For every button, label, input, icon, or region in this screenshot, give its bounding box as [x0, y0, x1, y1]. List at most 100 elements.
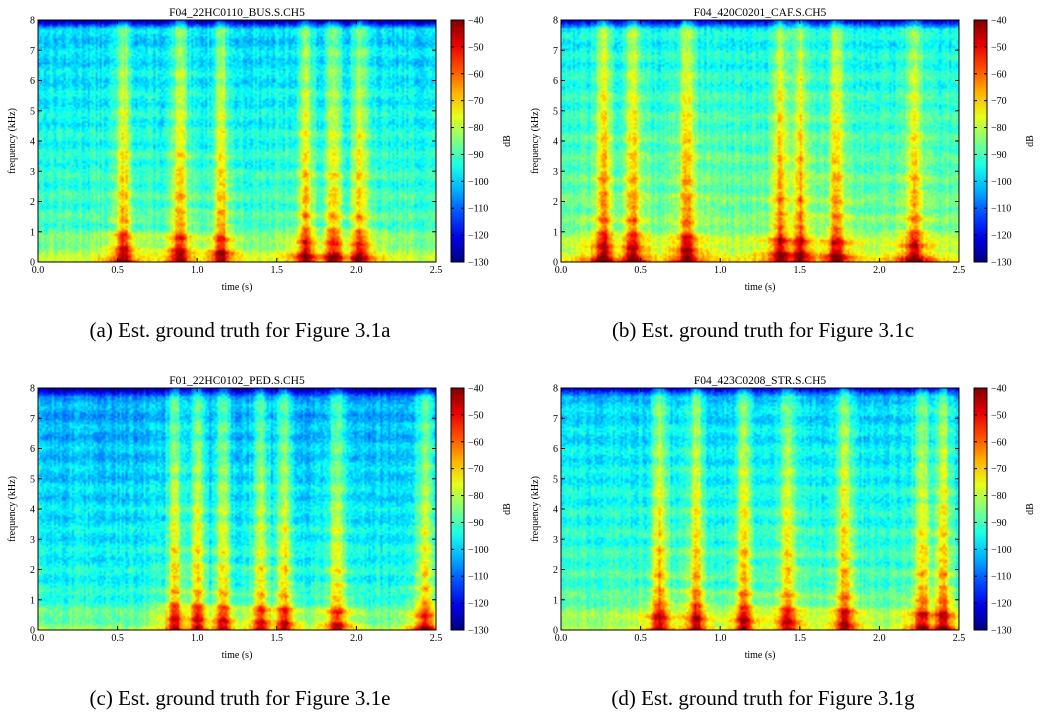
y-tick-label: 5: [553, 106, 558, 117]
y-tick-label: 3: [553, 535, 558, 546]
colorbar-tick-label: −70: [468, 464, 484, 475]
colorbar-tick-label: −90: [468, 150, 484, 161]
spectrogram-chart: F04_22HC0110_BUS.S.CH5 0.0 0.5 1.0 1.5 2.0 2.5…: [7, 7, 513, 293]
colorbar: [450, 19, 465, 263]
y-tick-label: 1: [30, 595, 35, 606]
colorbar-tick-label: −60: [468, 437, 484, 448]
colorbar-tick-label: −110: [991, 572, 1011, 583]
x-tick-label: 1.5: [271, 265, 284, 276]
y-tick-label: 8: [553, 384, 558, 395]
colorbar-tick-label: −60: [991, 69, 1007, 80]
y-tick-label: 7: [30, 46, 35, 57]
y-tick-label: 7: [553, 46, 558, 57]
y-tick-label: 7: [553, 414, 558, 425]
y-tick-label: 2: [553, 197, 558, 208]
colorbar-label: dB: [1025, 503, 1036, 515]
x-tick-label: 0.5: [111, 265, 124, 276]
colorbar-tick-label: −130: [468, 258, 489, 269]
x-tick-label: 2.5: [430, 633, 443, 644]
y-axis-label: frequency (kHz): [7, 476, 18, 542]
y-tick-label: 5: [30, 474, 35, 485]
y-tick-label: 1: [30, 227, 35, 238]
x-axis-label: time (s): [222, 282, 253, 293]
colorbar-tick-label: −120: [468, 599, 489, 610]
y-tick-label: 7: [30, 414, 35, 425]
y-axis-label: frequency (kHz): [530, 476, 541, 542]
colorbar-tick-label: −110: [991, 204, 1011, 215]
y-tick-label: 8: [30, 16, 35, 27]
colorbar-tick-label: −70: [991, 464, 1007, 475]
y-tick-label: 6: [553, 76, 558, 87]
y-tick-label: 4: [30, 505, 35, 516]
colorbar-tick-label: −50: [991, 42, 1007, 53]
colorbar-tick-label: −110: [468, 572, 488, 583]
x-tick-label: 0.0: [32, 633, 45, 644]
chart-title: F01_22HC0102_PED.S.CH5: [169, 375, 305, 387]
y-tick-label: 2: [30, 565, 35, 576]
x-tick-label: 2.0: [350, 633, 363, 644]
colorbar-tick-label: −60: [991, 437, 1007, 448]
y-tick-label: 8: [30, 384, 35, 395]
figure-caption: (d) Est. ground truth for Figure 3.1g: [611, 686, 915, 710]
colorbar: [973, 387, 988, 631]
y-tick-label: 6: [553, 444, 558, 455]
colorbar-tick-label: −70: [468, 96, 484, 107]
colorbar-tick-label: −120: [991, 599, 1012, 610]
colorbar-tick-label: −70: [991, 96, 1007, 107]
colorbar-tick-label: −100: [991, 545, 1012, 556]
colorbar-tick-label: −90: [468, 518, 484, 529]
x-axis-label: time (s): [745, 650, 776, 661]
y-tick-label: 5: [553, 474, 558, 485]
x-tick-label: 0.0: [555, 633, 568, 644]
colorbar: [973, 19, 988, 263]
y-tick-label: 2: [553, 565, 558, 576]
colorbar-tick-label: −50: [468, 42, 484, 53]
x-tick-label: 1.0: [714, 265, 727, 276]
colorbar-tick-label: −50: [468, 410, 484, 421]
figure-caption: (c) Est. ground truth for Figure 3.1e: [89, 686, 391, 710]
colorbar-tick-label: −100: [468, 177, 489, 188]
x-tick-label: 1.0: [714, 633, 727, 644]
chart-title: F04_22HC0110_BUS.S.CH5: [169, 7, 305, 19]
x-tick-label: 2.5: [953, 633, 966, 644]
spectrogram-chart: F04_420C0201_CAF.S.CH5 0.0 0.5 1.0 1.5 2.0 2.5…: [530, 7, 1036, 293]
colorbar-tick-label: −100: [991, 177, 1012, 188]
y-tick-label: 0: [553, 626, 558, 637]
y-tick-label: 6: [30, 444, 35, 455]
spectrogram-image: [38, 388, 436, 630]
chart-title: F04_423C0208_STR.S.CH5: [694, 375, 827, 387]
spectrogram-panel-b: F04_420C0201_CAF.S.CH5 0.0 0.5 1.0 1.5 2.0 2.5…: [523, 0, 1043, 360]
colorbar-tick-label: −120: [468, 231, 489, 242]
colorbar-label: dB: [1025, 135, 1036, 147]
colorbar-tick-label: −80: [991, 123, 1007, 134]
y-tick-label: 0: [30, 258, 35, 269]
spectrogram-chart: F04_423C0208_STR.S.CH5 0.0 0.5 1.0 1.5 2.0 2.5…: [530, 375, 1036, 661]
y-tick-label: 0: [553, 258, 558, 269]
colorbar: [450, 387, 465, 631]
spectrogram-panel-c: F01_22HC0102_PED.S.CH5 0.0 0.5 1.0 1.5 2.0 2.5…: [0, 368, 520, 728]
x-tick-label: 1.5: [794, 633, 807, 644]
x-tick-label: 1.5: [794, 265, 807, 276]
x-tick-label: 1.0: [191, 265, 204, 276]
y-tick-label: 1: [553, 595, 558, 606]
y-tick-label: 4: [553, 137, 558, 148]
x-axis-label: time (s): [745, 282, 776, 293]
colorbar-tick-label: −100: [468, 545, 489, 556]
y-tick-label: 4: [553, 505, 558, 516]
x-tick-label: 2.0: [350, 265, 363, 276]
y-axis-label: frequency (kHz): [7, 108, 18, 174]
x-tick-label: 2.0: [873, 633, 886, 644]
spectrogram-chart: F01_22HC0102_PED.S.CH5 0.0 0.5 1.0 1.5 2.0 2.5…: [7, 375, 513, 661]
colorbar-tick-label: −90: [991, 150, 1007, 161]
y-axis-label: frequency (kHz): [530, 108, 541, 174]
colorbar-tick-label: −130: [468, 626, 489, 637]
x-tick-label: 0.5: [111, 633, 124, 644]
x-tick-label: 0.0: [32, 265, 45, 276]
x-tick-label: 2.5: [953, 265, 966, 276]
colorbar-tick-label: −80: [468, 123, 484, 134]
x-tick-label: 1.0: [191, 633, 204, 644]
colorbar-tick-label: −40: [991, 16, 1007, 27]
colorbar-tick-label: −40: [468, 16, 484, 27]
x-axis-label: time (s): [222, 650, 253, 661]
x-tick-label: 2.0: [873, 265, 886, 276]
